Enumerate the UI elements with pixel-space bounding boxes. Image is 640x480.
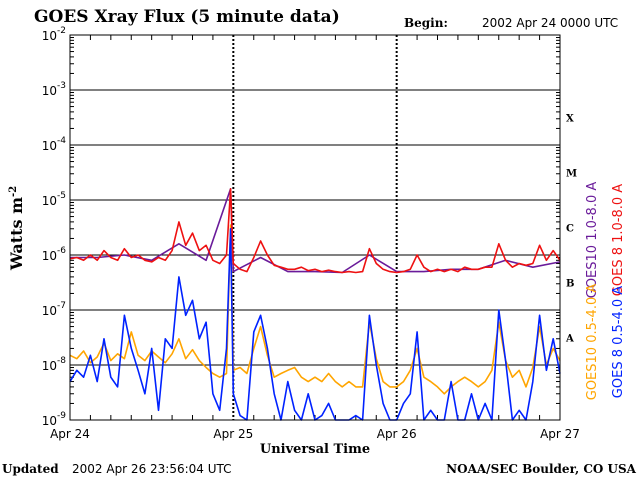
x-tick-labels: Apr 24 Apr 25 Apr 26 Apr 27 — [50, 427, 580, 441]
series-line-3 — [69, 188, 561, 274]
begin-value: 2002 Apr 24 0000 UTC — [482, 16, 618, 30]
grid-lines — [70, 35, 560, 420]
flare-class-a: A — [565, 334, 574, 345]
y-tick-label: 10-8 — [42, 356, 67, 373]
credit-text: NOAA/SEC Boulder, CO USA — [446, 462, 637, 476]
series-line-1 — [69, 228, 561, 421]
legend-goes8-long: GOES 8 1.0-8.0 A — [611, 184, 626, 296]
y-tick-label: 10-3 — [42, 81, 66, 98]
updated-label: Updated — [2, 462, 59, 476]
flare-class-m: M — [566, 169, 577, 180]
updated-value: 2002 Apr 26 23:56:04 UTC — [72, 462, 232, 476]
flare-class-b: B — [566, 279, 574, 290]
x-axis-label: Universal Time — [260, 442, 370, 457]
series-line-0 — [69, 224, 561, 395]
x-tick-label: Apr 27 — [540, 427, 580, 441]
y-tick-label: 10-4 — [42, 136, 67, 153]
legend-goes10-short: GOES10 0.5-4.0 A — [585, 284, 600, 401]
x-tick-label: Apr 26 — [377, 427, 417, 441]
x-tick-label: Apr 24 — [50, 427, 90, 441]
series-lines — [69, 188, 561, 421]
y-tick-label: 10-2 — [42, 26, 66, 43]
x-tick-label: Apr 25 — [213, 427, 253, 441]
y-tick-label: 10-9 — [42, 411, 67, 428]
y-tick-label: 10-5 — [42, 191, 66, 208]
y-tick-label: 10-6 — [42, 246, 67, 263]
flare-class-c: C — [566, 224, 574, 235]
legend-goes8-short: GOES 8 0.5-4.0 A — [611, 286, 626, 398]
begin-label: Begin: — [404, 16, 448, 30]
legend-goes10-long: GOES10 1.0-8.0 A — [585, 182, 600, 299]
y-tick-labels: 10-2 10-3 10-4 10-5 10-6 10-7 10-8 10-9 — [42, 26, 67, 428]
chart-title: GOES Xray Flux (5 minute data) — [34, 7, 340, 27]
flare-class-labels: X M C B A — [565, 114, 577, 345]
y-axis-label: Watts m-2 — [7, 186, 26, 271]
plot-frame — [69, 34, 561, 421]
flare-class-x: X — [566, 114, 574, 125]
y-tick-label: 10-7 — [42, 301, 66, 318]
